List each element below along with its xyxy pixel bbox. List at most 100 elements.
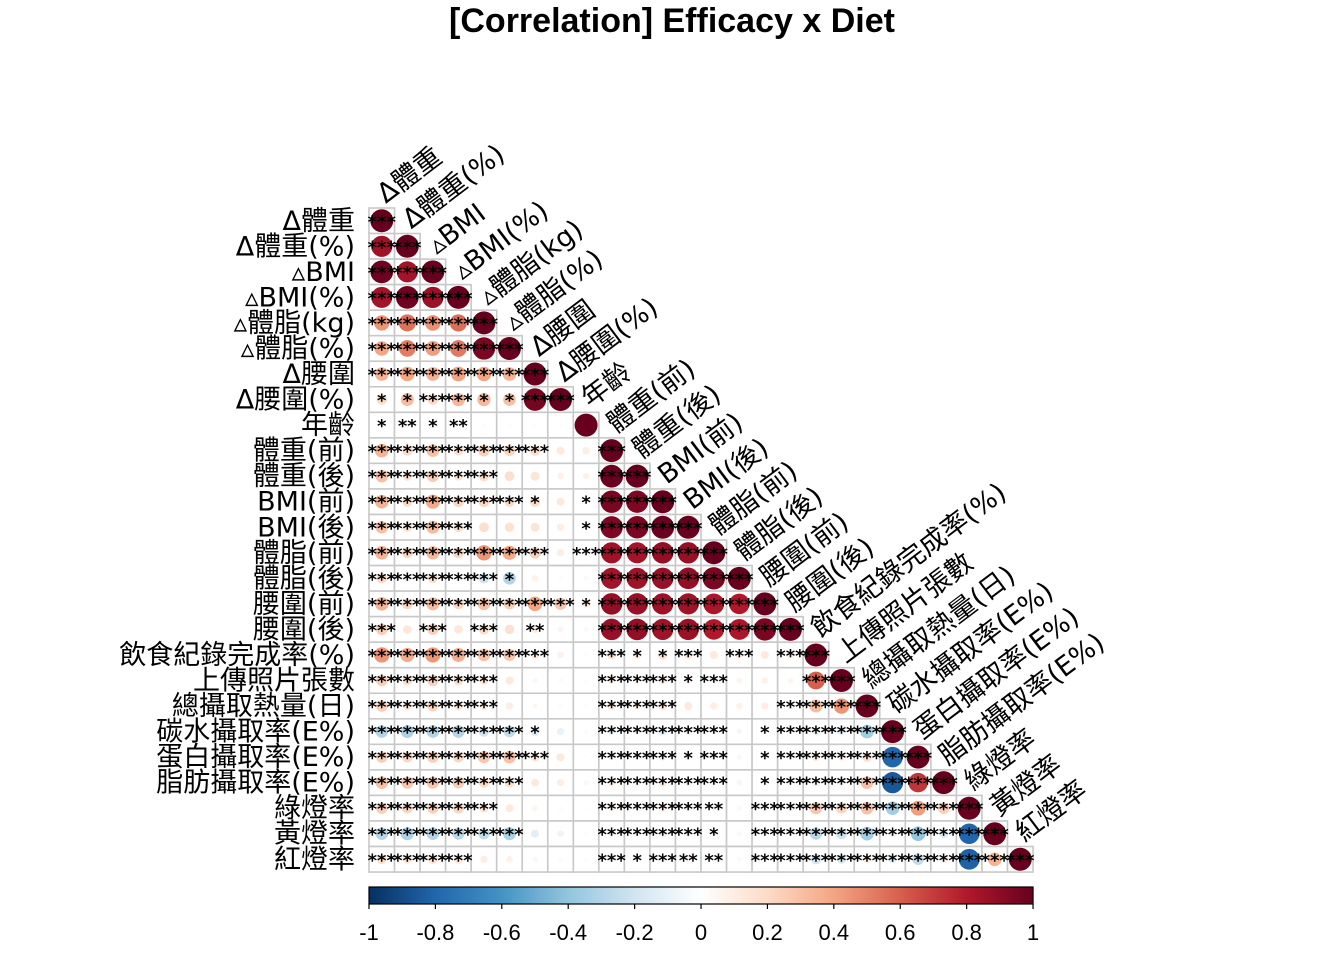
correlation-circle (531, 778, 539, 787)
correlation-circle (788, 857, 793, 862)
significance-mark: *** (649, 544, 678, 565)
correlation-circle (607, 650, 617, 660)
correlation-circle (426, 597, 440, 611)
significance-mark: *** (674, 825, 703, 846)
significance-mark: *** (368, 212, 397, 233)
correlation-circle (376, 802, 388, 814)
correlation-circle (404, 575, 411, 582)
correlation-circle (711, 856, 717, 862)
correlation-circle (728, 618, 750, 640)
significance-mark: *** (904, 774, 933, 795)
significance-mark: *** (368, 646, 397, 667)
correlation-circle (449, 314, 467, 332)
significance-mark: *** (598, 518, 627, 539)
correlation-circle (530, 471, 540, 481)
significance-mark: *** (649, 774, 678, 795)
significance-mark: *** (393, 365, 422, 386)
correlation-circle (402, 854, 412, 864)
correlation-circle (427, 623, 439, 636)
correlation-circle (532, 805, 538, 812)
significance-mark: *** (623, 595, 652, 616)
significance-mark: *** (649, 850, 678, 871)
significance-mark: *** (598, 671, 627, 692)
correlation-circle (658, 676, 667, 685)
significance-mark: *** (495, 544, 524, 565)
significance-mark: *** (419, 339, 448, 360)
significance-mark: *** (700, 569, 729, 590)
correlation-circle (427, 751, 439, 763)
row-label: 腰圍(後) (253, 614, 355, 645)
row-label: Δ腰圍(%) (236, 385, 355, 416)
significance-mark: *** (751, 595, 780, 616)
correlation-circle (400, 827, 414, 841)
significance-mark: *** (802, 671, 831, 692)
correlation-circle (503, 648, 516, 662)
correlation-circle (556, 779, 565, 787)
row-label: ▵體脂(%) (241, 333, 355, 364)
significance-mark: *** (878, 774, 907, 795)
correlation-circle (684, 804, 692, 812)
correlation-circle (811, 753, 820, 762)
significance-mark: *** (444, 646, 473, 667)
significance-mark: *** (368, 569, 397, 590)
correlation-circle (626, 567, 648, 589)
significance-mark: *** (495, 493, 524, 514)
correlation-circle (504, 445, 515, 457)
correlation-circle (479, 702, 488, 711)
significance-mark: *** (802, 825, 831, 846)
significance-mark: *** (623, 774, 652, 795)
significance-mark: *** (878, 723, 907, 744)
significance-mark: *** (470, 339, 499, 360)
correlation-circle (401, 598, 413, 610)
correlation-circle (455, 575, 462, 582)
correlation-circle (556, 753, 565, 762)
correlation-circle (761, 702, 769, 710)
significance-mark: *** (470, 825, 499, 846)
significance-mark: *** (419, 365, 448, 386)
correlation-circle (425, 341, 441, 356)
significance-mark: *** (930, 825, 959, 846)
correlation-circle (532, 856, 538, 862)
correlation-circle (608, 804, 615, 812)
correlation-circle (633, 779, 641, 786)
significance-mark: *** (674, 518, 703, 539)
correlation-circle (651, 542, 674, 564)
correlation-circle (453, 701, 463, 711)
significance-mark: *** (393, 237, 422, 258)
correlation-circle (838, 779, 845, 786)
significance-mark: ** (398, 416, 417, 437)
correlation-circle (504, 522, 515, 532)
significance-mark: *** (598, 723, 627, 744)
significance-mark: *** (904, 799, 933, 820)
correlation-circle (702, 541, 726, 565)
significance-mark: *** (444, 339, 473, 360)
row-label: 體脂(後) (253, 563, 355, 594)
correlation-circle (446, 285, 470, 309)
row-label: BMI(後) (257, 512, 355, 543)
significance-mark: *** (802, 748, 831, 769)
significance-mark: *** (598, 595, 627, 616)
correlation-circle (652, 593, 674, 615)
correlation-circle (476, 366, 492, 382)
correlation-circle (737, 856, 742, 862)
significance-mark: *** (751, 850, 780, 871)
correlation-circle (658, 727, 667, 736)
significance-mark: *** (368, 339, 397, 360)
correlation-circle (523, 388, 547, 411)
significance-mark: *** (470, 748, 499, 769)
correlation-circle (452, 751, 464, 763)
correlation-circle (626, 618, 648, 641)
significance-mark: *** (419, 314, 448, 335)
correlation-circle (376, 394, 387, 405)
correlation-circle (558, 704, 563, 709)
correlation-circle (557, 626, 564, 633)
significance-mark: *** (598, 467, 627, 488)
correlation-circle (804, 643, 828, 667)
significance-mark: *** (393, 774, 422, 795)
correlation-circle (453, 522, 464, 533)
significance-mark: *** (470, 467, 499, 488)
significance-mark: *** (674, 544, 703, 565)
correlation-circle (659, 856, 666, 863)
correlation-circle (833, 698, 850, 714)
